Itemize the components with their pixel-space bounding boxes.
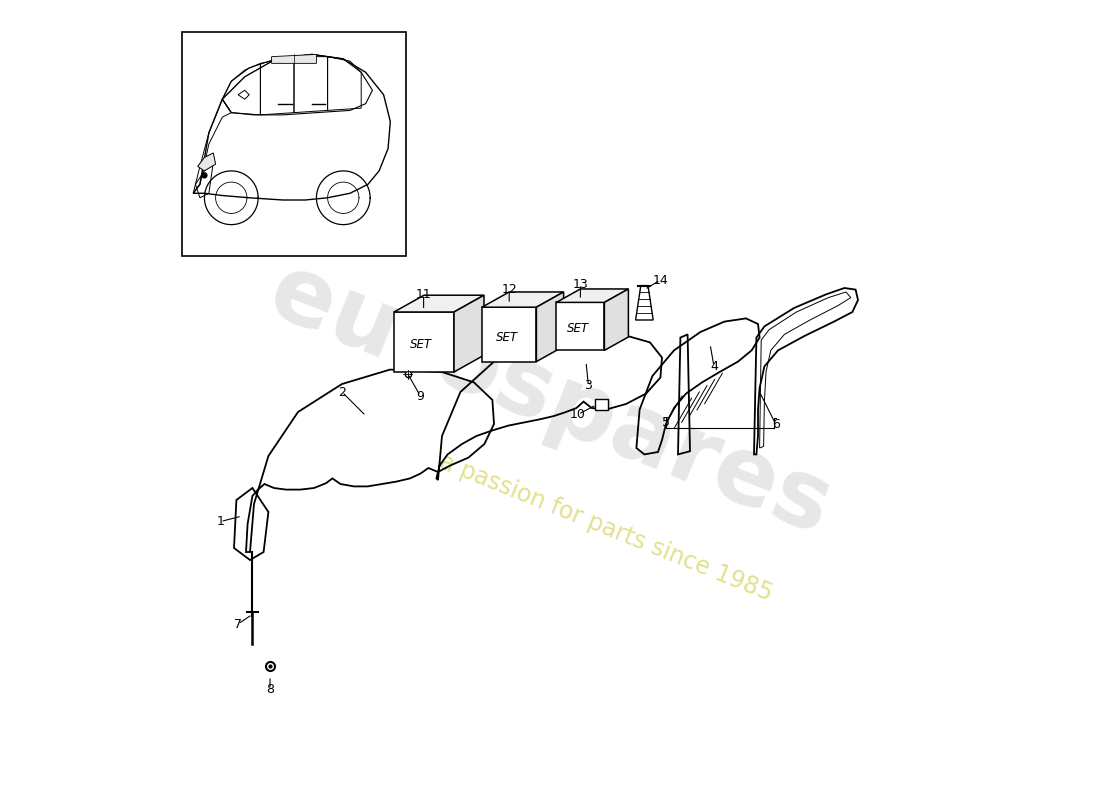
Text: 9: 9 [417,390,425,402]
Polygon shape [454,295,484,372]
Text: 8: 8 [266,683,274,696]
Polygon shape [198,153,216,171]
Polygon shape [604,289,628,350]
Polygon shape [394,295,484,312]
Polygon shape [482,307,537,362]
Bar [182,32,406,256]
Polygon shape [557,289,628,302]
Text: 14: 14 [652,274,669,286]
Polygon shape [394,312,454,372]
Text: 1: 1 [217,515,224,528]
Text: 4: 4 [711,360,718,373]
Polygon shape [482,292,563,307]
Text: 2: 2 [338,386,345,398]
Text: 10: 10 [570,408,586,421]
Text: eurospares: eurospares [256,246,844,554]
Text: 12: 12 [502,283,517,296]
Text: 6: 6 [772,418,780,430]
Circle shape [201,172,208,178]
Text: 7: 7 [234,618,242,630]
Text: 3: 3 [584,379,592,392]
Text: 11: 11 [416,288,431,301]
Polygon shape [272,54,317,63]
Text: 5: 5 [662,416,670,429]
Polygon shape [636,286,653,320]
Text: 13: 13 [572,278,588,290]
Bar [595,399,607,410]
Text: SET: SET [495,330,517,344]
Text: SET: SET [566,322,588,335]
Text: SET: SET [410,338,432,351]
Text: a passion for parts since 1985: a passion for parts since 1985 [436,450,777,606]
Polygon shape [557,302,604,350]
Polygon shape [537,292,563,362]
